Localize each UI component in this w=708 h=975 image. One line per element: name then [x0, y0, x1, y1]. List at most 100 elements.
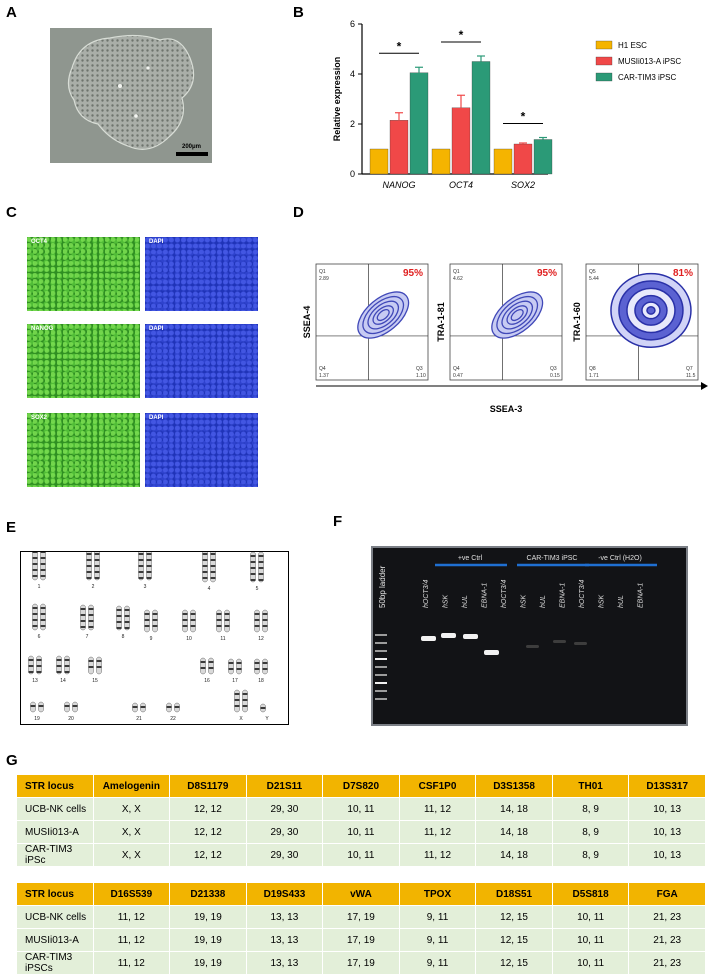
bar — [451, 107, 471, 175]
chromosome-band — [86, 559, 92, 561]
chromosome-band — [28, 659, 34, 661]
chromosome-band — [132, 706, 138, 708]
chromosome-band — [202, 571, 208, 573]
chromosome-band — [254, 668, 260, 670]
scale-bar-label: 200μm — [182, 144, 202, 150]
table-cell: 10, 13 — [628, 797, 706, 821]
chromosome-number: 8 — [122, 634, 125, 640]
chromosome-number: 16 — [204, 678, 210, 684]
str-table-1: STR locus Amelogenin D8S1179 D21S11 D7S820 CS… — [16, 774, 706, 867]
chromosome — [88, 604, 94, 631]
quadrant-name: Q8 — [589, 366, 596, 372]
table-cell: 14, 18 — [475, 843, 553, 867]
gel-image: 50bp ladder +ve Ctrl CAR-TIM3 iPSC -ve Ctrl… — [371, 546, 688, 726]
chromosome-band — [30, 705, 36, 707]
chromosome-band — [80, 608, 86, 610]
significance-star: * — [397, 39, 402, 53]
table-cell: 10, 13 — [628, 843, 706, 867]
chromosome-band — [124, 621, 130, 623]
chromosome-band — [116, 627, 122, 629]
table-cell: 12, 15 — [475, 951, 553, 975]
chromosome-band — [250, 555, 256, 557]
table-header-cell: FGA — [628, 882, 706, 906]
quadrant-value: 4.62 — [453, 276, 463, 282]
table-row: MUSIi013-A X, X 12, 12 29, 30 10, 11 11, 12 14… — [16, 820, 706, 844]
table-header-cell: D21S11 — [245, 774, 324, 798]
density-contour — [357, 291, 410, 339]
density-contour — [496, 295, 539, 335]
if-tile-oct4: OCT4 — [27, 237, 140, 311]
chromosome-band — [56, 671, 62, 673]
chromosome-band — [234, 699, 240, 701]
chromosome-band — [182, 613, 188, 615]
table-cell: 10, 11 — [322, 797, 400, 821]
chromosome-number: 6 — [38, 634, 41, 640]
chromosome-band — [36, 665, 42, 667]
chromosome-band — [32, 613, 38, 615]
chromosome-band — [190, 619, 196, 621]
chromosome-band — [242, 699, 248, 701]
table-header-cell: D7S820 — [322, 774, 400, 798]
lane-label: hUL — [540, 595, 547, 608]
chromosome-number: X — [239, 716, 243, 722]
table-cell: 21, 23 — [628, 928, 706, 952]
chromosome-band — [40, 569, 46, 571]
ladder-band — [375, 690, 387, 692]
table-cell: 13, 13 — [245, 928, 324, 952]
legend-swatch — [595, 72, 613, 82]
chromosome-band — [40, 557, 46, 559]
legend-label: MUSIi013-A iPSC — [618, 57, 681, 66]
table-header-cell: STR locus — [16, 882, 94, 906]
chromosome-band — [202, 565, 208, 567]
lane-label: hUL — [462, 595, 469, 608]
quadrant-value: 5.44 — [589, 276, 599, 282]
table-cell: 13, 13 — [245, 905, 324, 929]
table-cell: 11, 12 — [398, 797, 477, 821]
chromosome — [96, 656, 102, 675]
chromosome-band — [38, 705, 44, 707]
table-header-cell: D13S317 — [628, 774, 706, 798]
chromosome-number: 4 — [208, 586, 211, 592]
chromosome-band — [190, 625, 196, 627]
chromosome-number: 17 — [232, 678, 238, 684]
chromosome-band — [228, 668, 234, 670]
panel-letter-f: F — [333, 513, 343, 530]
table-header-cell: CSF1P0 — [398, 774, 477, 798]
chromosome-band — [64, 659, 70, 661]
chromosome-band — [80, 620, 86, 622]
chromosome-band — [236, 662, 242, 664]
chromosome-band — [28, 665, 34, 667]
table-cell: 12, 15 — [475, 905, 553, 929]
quadrant-value: 1.71 — [589, 373, 599, 379]
chromosome-band — [254, 613, 260, 615]
table-cell: 12, 12 — [169, 820, 247, 844]
ladder-band — [375, 666, 387, 668]
chromosome-band — [216, 613, 222, 615]
table-header-cell: STR locus — [16, 774, 94, 798]
chromosome-number: 10 — [186, 636, 192, 642]
panel-letter-c: C — [6, 204, 17, 221]
chromosome-band — [94, 565, 100, 567]
chromosome-band — [216, 619, 222, 621]
y-tick-label: 0 — [350, 169, 355, 179]
chromosome-band — [152, 619, 158, 621]
chromosome-band — [250, 573, 256, 575]
chromosome-band — [32, 607, 38, 609]
chromosome-band — [182, 625, 188, 627]
chromosome-band — [94, 559, 100, 561]
chromosome-band — [40, 607, 46, 609]
lane-label: hOCT3/4 — [423, 579, 430, 608]
chromosome — [32, 603, 38, 631]
bar — [389, 120, 409, 175]
if-label-nanog: NANOG — [31, 326, 54, 332]
table-cell: 19, 19 — [169, 928, 247, 952]
table-header-cell: TPOX — [398, 882, 477, 906]
bar — [369, 148, 389, 175]
table-cell: 8, 9 — [551, 843, 630, 867]
chromosome-number: 9 — [150, 636, 153, 642]
str-table-2: STR locus D16S539 D21338 D19S433 vWA TPOX D18S… — [16, 882, 706, 975]
density-contour — [367, 300, 400, 330]
table-header-cell: D16S539 — [92, 882, 171, 906]
chromosome-band — [262, 613, 268, 615]
table-cell: 29, 30 — [245, 843, 324, 867]
